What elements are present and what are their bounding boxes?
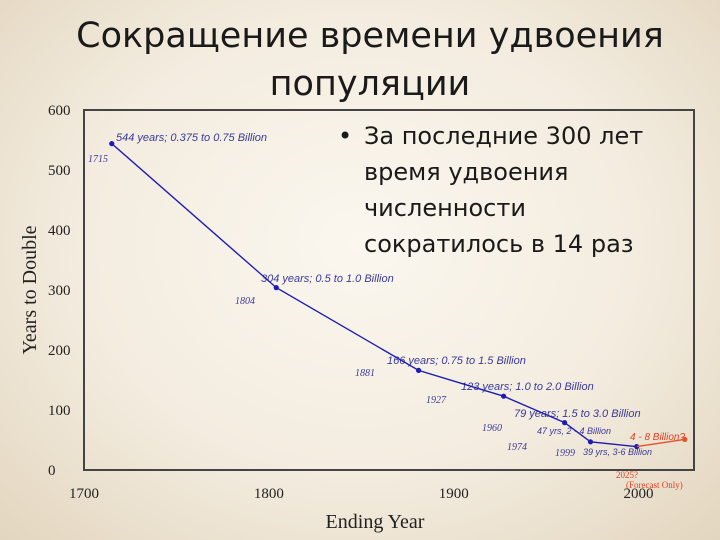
year-label-1927: 1927 [426, 395, 447, 406]
x-tick-label-2000: 2000 [624, 486, 654, 502]
x-tick-label-1900: 1900 [439, 486, 469, 502]
y-tick-label-600: 600 [48, 103, 71, 119]
plot-frame [83, 109, 695, 471]
x-axis-label: Ending Year [326, 511, 425, 533]
data-point-1974 [587, 439, 594, 445]
x-tick-label-1700: 1700 [69, 486, 99, 502]
year-label-1804: 1804 [235, 296, 255, 307]
annotation-1960: 79 years; 1.5 to 3.0 Billion [514, 408, 641, 420]
year-label-1999: 1999 [555, 448, 575, 459]
series-line-forecast [636, 438, 685, 448]
data-point-1804 [273, 285, 279, 291]
x-tick-label-1800: 1800 [254, 486, 284, 502]
y-tick-label-500: 500 [48, 163, 71, 179]
slide-title: Сокращение времени удвоения популяции [76, 16, 664, 104]
data-point-1881 [415, 367, 422, 373]
year-label-1974: 1974 [507, 442, 527, 453]
y-tick-label-400: 400 [48, 223, 71, 239]
annotation-1804: 304 years; 0.5 to 1.0 Billion [261, 273, 394, 285]
data-point-1960 [562, 420, 568, 426]
bullet-marker: • [338, 122, 353, 150]
data-point-1927 [501, 393, 507, 399]
forecast-note: (Forecast Only) [626, 480, 683, 490]
series-line-doubling-time [111, 143, 637, 448]
y-tick-label-100: 100 [48, 403, 71, 419]
annotation-1927: 123 years; 1.0 to 2.0 Billion [461, 381, 594, 393]
y-tick-label-300: 300 [48, 283, 71, 299]
year-label-1960: 1960 [482, 423, 502, 434]
annotation-1715: 544 years; 0.375 to 0.75 Billion [116, 132, 267, 144]
annotation-1974: 47 yrs, 2 - 4 Billion [537, 426, 611, 436]
annotation-1999: 39 yrs, 3-6 Billion [583, 447, 652, 457]
y-tick-label-200: 200 [48, 343, 71, 359]
annotation-1881: 166 years; 0.75 to 1.5 Billion [387, 355, 526, 367]
y-axis-label: Years to Double [19, 225, 41, 354]
bullet-text: За последние 300 лет время удвоения числ… [364, 122, 644, 258]
forecast-year-label: 2025? [616, 470, 638, 480]
year-label-1715: 1715 [88, 154, 108, 165]
forecast-annotation: 4 - 8 Billion? [630, 432, 685, 443]
data-point-forecast [682, 436, 688, 442]
bullet-point: • За последние 300 лет время удвоения чи… [338, 118, 668, 262]
data-point-1715 [109, 141, 115, 147]
y-tick-label-0: 0 [48, 463, 56, 479]
year-label-1881: 1881 [355, 368, 375, 379]
